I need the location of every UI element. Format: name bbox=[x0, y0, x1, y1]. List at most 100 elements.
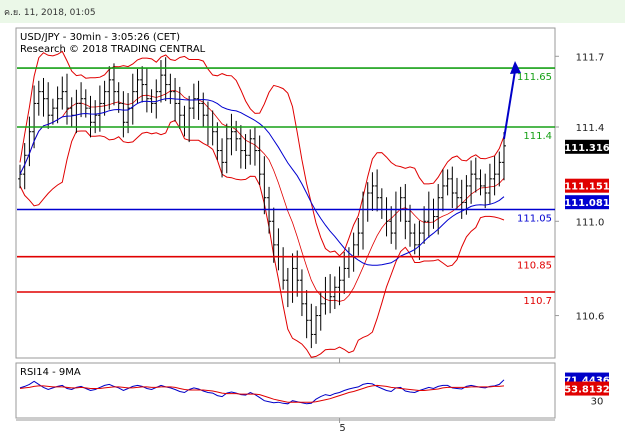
ohlc-bar bbox=[32, 85, 37, 149]
level-label: 110.85 bbox=[517, 261, 552, 272]
ohlc-bar bbox=[342, 251, 347, 294]
ohlc-bar bbox=[455, 177, 460, 209]
ohlc-bar bbox=[417, 220, 422, 260]
ohlc-bar bbox=[102, 80, 107, 116]
ohlc-bar bbox=[252, 126, 257, 166]
ohlc-bar bbox=[173, 77, 178, 122]
ohlc-bar bbox=[140, 66, 145, 103]
price-chart: 111.65 111.4 111.05 110.85 110.7 111.7 111.4 11… bbox=[0, 23, 625, 444]
rsi-ma-line bbox=[19, 384, 505, 403]
svg-text:111.081: 111.081 bbox=[564, 198, 610, 209]
ohlc-bar bbox=[473, 157, 478, 193]
ohlc-bar bbox=[375, 169, 380, 212]
ohlc-bar bbox=[60, 76, 65, 110]
last-price-tag: 111.316 bbox=[564, 139, 610, 154]
bollinger-middle-line bbox=[19, 90, 505, 302]
ohlc-bar bbox=[163, 57, 168, 102]
ohlc-bar bbox=[177, 86, 182, 129]
chart-title: USD/JPY - 30min - 3:05:26 (CET) bbox=[20, 32, 180, 43]
ohlc-bar bbox=[111, 63, 116, 106]
ohlc-bar bbox=[403, 184, 408, 240]
ohlc-bar bbox=[238, 125, 243, 169]
ohlc-bar bbox=[97, 85, 102, 132]
rsi-line bbox=[19, 379, 505, 405]
ohlc-bar bbox=[502, 132, 506, 181]
ohlc-bar bbox=[445, 169, 450, 196]
level-label: 110.7 bbox=[523, 296, 552, 307]
ohlc-bar bbox=[408, 204, 413, 247]
ohlc-bar bbox=[224, 123, 229, 174]
ohlc-bar bbox=[487, 163, 492, 204]
chart-subtitle: Research © 2018 TRADING CENTRAL bbox=[20, 44, 206, 55]
level-label: 111.05 bbox=[517, 214, 552, 225]
ohlc-bar bbox=[135, 69, 140, 104]
ohlc-bar bbox=[88, 95, 93, 138]
indicator-tag: 111.151 bbox=[564, 178, 610, 193]
projection-arrow-head bbox=[510, 61, 521, 74]
ohlc-bar bbox=[469, 160, 474, 204]
ohlc-bar bbox=[149, 89, 154, 113]
ohlc-bar bbox=[450, 166, 455, 209]
y-tick-label: 111.4 bbox=[576, 123, 605, 134]
ohlc-bar bbox=[191, 83, 196, 119]
moving-average-line bbox=[19, 97, 505, 266]
y-tick-label: 111.7 bbox=[576, 52, 605, 63]
ohlc-bar bbox=[370, 172, 375, 211]
price-pane bbox=[15, 27, 556, 359]
ohlc-bar bbox=[262, 156, 267, 215]
ohlc-bar bbox=[36, 80, 41, 116]
ohlc-bar bbox=[144, 68, 149, 113]
ohlc-bar bbox=[314, 306, 319, 344]
ohlc-bar bbox=[483, 173, 488, 209]
ohlc-bar bbox=[309, 303, 314, 349]
ohlc-bar bbox=[22, 143, 27, 190]
ohlc-bar bbox=[243, 134, 248, 169]
ohlc-bar bbox=[459, 179, 464, 219]
ohlc-bar bbox=[121, 91, 126, 138]
ohlc-bar bbox=[492, 156, 497, 196]
ohlc-bar bbox=[478, 169, 483, 196]
ohlc-bar bbox=[196, 80, 201, 120]
ohlc-bar bbox=[389, 206, 394, 244]
rsi-y-tick-label: 30 bbox=[591, 397, 604, 408]
ohlc-bar bbox=[271, 207, 276, 263]
ohlc-bar bbox=[158, 60, 163, 103]
ohlc-bar bbox=[422, 206, 427, 244]
indicator-tag: 111.081 bbox=[564, 195, 610, 210]
ohlc-bar bbox=[229, 113, 234, 156]
projection-arrow bbox=[503, 70, 516, 139]
date-bar: ค.ย. 11, 2018, 01:05 bbox=[0, 0, 625, 23]
ohlc-bar bbox=[295, 250, 300, 297]
level-label: 111.4 bbox=[523, 131, 552, 142]
ohlc-bar bbox=[201, 92, 206, 128]
rsi-label: RSI14 - 9MA bbox=[20, 367, 81, 378]
ohlc-bar bbox=[46, 82, 51, 129]
ohlc-bar bbox=[464, 175, 469, 215]
y-tick-label: 110.6 bbox=[576, 312, 605, 323]
ohlc-bar bbox=[356, 217, 361, 256]
ohlc-bar bbox=[337, 266, 342, 306]
ohlc-bar bbox=[79, 82, 84, 118]
ohlc-bar bbox=[55, 86, 60, 124]
level-label: 111.65 bbox=[517, 72, 552, 83]
svg-text:71.4436: 71.4436 bbox=[564, 376, 610, 387]
ohlc-bar bbox=[50, 98, 55, 125]
rsi-ma-tag: 53.8132 bbox=[564, 381, 610, 396]
ohlc-bar bbox=[234, 120, 239, 152]
ohlc-bar bbox=[41, 77, 46, 117]
ohlc-bar bbox=[318, 291, 323, 331]
rsi-pane bbox=[15, 362, 556, 419]
ohlc-bar bbox=[440, 169, 445, 212]
bollinger-upper-line bbox=[19, 50, 505, 257]
ohlc-bar bbox=[83, 89, 88, 118]
svg-text:111.316: 111.316 bbox=[564, 143, 610, 154]
ohlc-bar bbox=[497, 151, 502, 187]
ohlc-bar bbox=[304, 290, 309, 339]
y-tick-label: 111.0 bbox=[576, 217, 605, 228]
ohlc-bar bbox=[248, 129, 253, 165]
svg-text:111.151: 111.151 bbox=[564, 182, 610, 193]
date-label: ค.ย. 11, 2018, 01:05 bbox=[4, 8, 96, 18]
bollinger-lower-line bbox=[19, 119, 505, 358]
svg-text:53.8132: 53.8132 bbox=[564, 385, 610, 396]
ohlc-bar bbox=[220, 138, 225, 178]
